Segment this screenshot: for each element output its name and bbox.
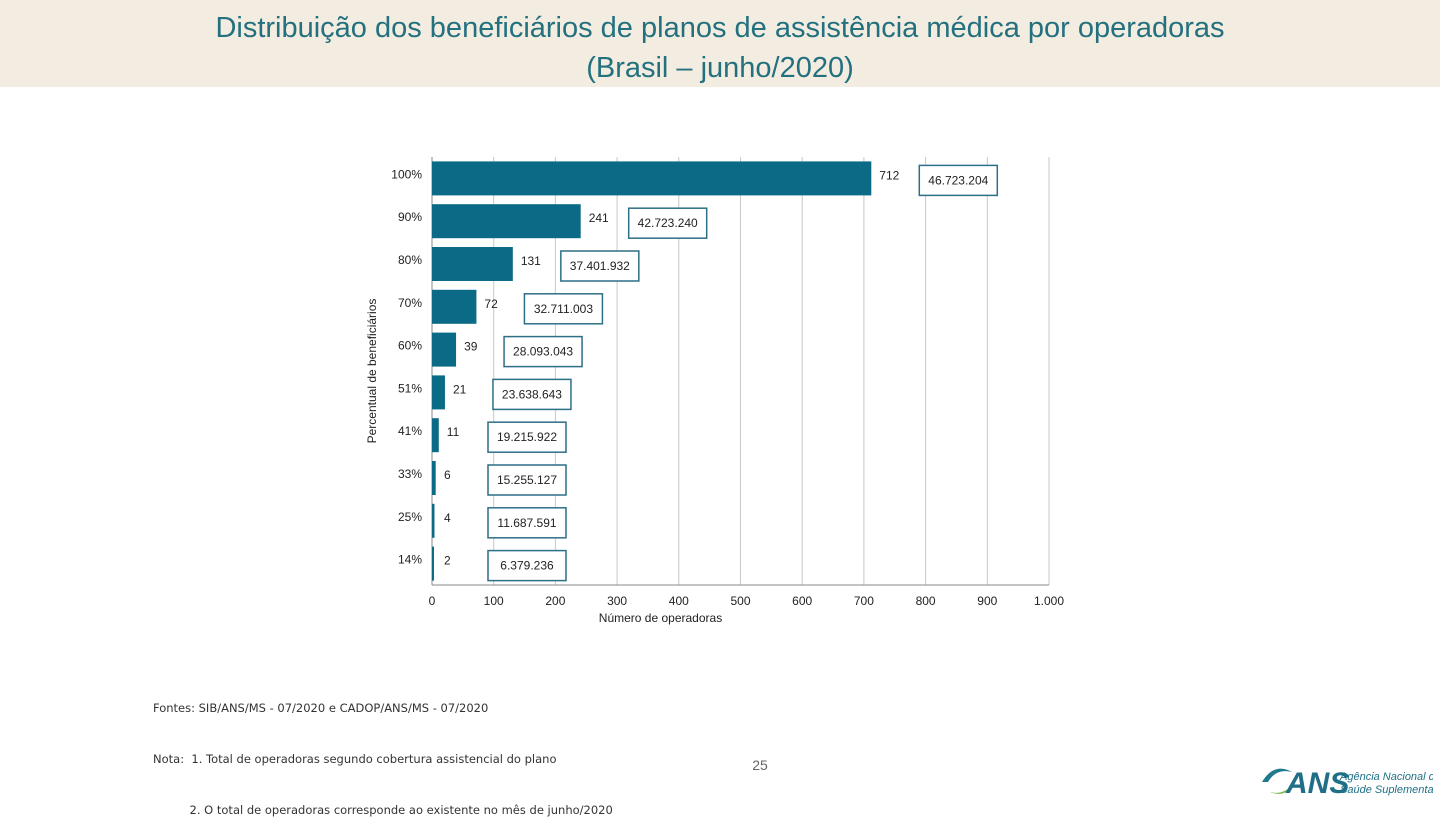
x-tick-label: 300 <box>607 594 627 608</box>
beneficiaries-label: 28.093.043 <box>513 345 573 359</box>
beneficiaries-label: 32.711.003 <box>534 302 593 316</box>
bar <box>432 418 439 453</box>
x-tick-label: 600 <box>792 594 812 608</box>
beneficiaries-label: 37.401.932 <box>570 259 630 273</box>
y-tick-label: 90% <box>398 210 422 224</box>
logo-line2: Saúde Suplementar <box>1340 784 1433 796</box>
bar-value-label: 712 <box>879 168 899 182</box>
beneficiaries-box <box>487 464 567 496</box>
y-axis-title: Percentual de beneficiários <box>365 299 379 444</box>
beneficiaries-box <box>560 250 640 282</box>
source-note: Fontes: SIB/ANS/MS - 07/2020 e CADOP/ANS… <box>153 701 489 715</box>
beneficiaries-box <box>918 164 999 197</box>
bar-value-label: 2 <box>444 554 451 568</box>
y-tick-label: 33% <box>398 467 422 481</box>
bar <box>432 461 436 495</box>
beneficiaries-box <box>523 293 604 325</box>
x-tick-label: 900 <box>977 594 997 608</box>
x-axis-title: Número de operadoras <box>599 611 722 625</box>
x-tick-label: 1.000 <box>1034 594 1064 608</box>
beneficiaries-box <box>487 549 567 582</box>
beneficiaries-label: 42.723.240 <box>638 216 698 230</box>
y-tick-label: 41% <box>398 424 422 438</box>
page-subtitle: (Brasil – junho/2020) <box>586 52 854 84</box>
bar-value-label: 6 <box>444 468 451 482</box>
beneficiaries-label: 46.723.204 <box>928 173 988 187</box>
x-tick-label: 500 <box>730 594 750 608</box>
note-1: Nota: 1. Total de operadoras segundo cob… <box>153 752 557 766</box>
bar-value-label: 131 <box>521 254 541 268</box>
beneficiaries-label: 23.638.643 <box>502 387 562 401</box>
y-tick-label: 25% <box>398 510 422 524</box>
x-tick-label: 800 <box>916 594 936 608</box>
x-tick-label: 100 <box>484 594 504 608</box>
note-2: 2. O total de operadoras corresponde ao … <box>153 803 613 817</box>
bar-value-label: 4 <box>444 511 451 525</box>
page-number: 25 <box>752 757 768 773</box>
bar-chart: 0 100 200 300 400 500 600 700 800 900 1.000 Número … <box>365 157 1064 625</box>
bar <box>432 289 477 324</box>
bar <box>432 503 435 538</box>
x-tick-label: 700 <box>854 594 874 608</box>
y-tick-label: 100% <box>391 167 422 181</box>
beneficiaries-box <box>487 507 567 539</box>
x-tick-label: 200 <box>545 594 565 608</box>
logo-swoosh-green-icon <box>1266 784 1294 794</box>
bar-value-label: 39 <box>464 340 478 354</box>
bar <box>432 204 581 239</box>
bar-value-label: 241 <box>589 211 609 225</box>
ans-logo: ANS Agência Nacional de Saúde Suplementa… <box>1262 767 1433 800</box>
notes: Fontes: SIB/ANS/MS - 07/2020 e CADOP/ANS… <box>153 666 613 836</box>
bar-value-label: 11 <box>447 425 460 439</box>
bar <box>432 375 445 410</box>
logo-line1: Agência Nacional de <box>1339 771 1433 783</box>
y-tick-label: 14% <box>398 553 422 567</box>
bar <box>432 161 872 196</box>
y-tick-label: 51% <box>398 381 422 395</box>
beneficiaries-label: 11.687.591 <box>497 516 556 530</box>
bar <box>432 546 434 581</box>
bar <box>432 332 457 367</box>
x-tick-label: 0 <box>429 594 436 608</box>
y-tick-label: 60% <box>398 339 422 353</box>
beneficiaries-box <box>492 378 572 411</box>
logo-brand: ANS <box>1285 767 1349 800</box>
bar <box>432 247 513 281</box>
beneficiaries-label: 15.255.127 <box>497 473 557 487</box>
page-title: Distribuição dos beneficiários de planos… <box>215 12 1225 44</box>
title-band <box>0 0 1440 87</box>
beneficiaries-label: 6.379.236 <box>500 559 554 573</box>
beneficiaries-box <box>627 207 708 239</box>
y-tick-label: 80% <box>398 253 422 267</box>
bar-value-label: 21 <box>453 382 467 396</box>
beneficiaries-box <box>487 421 567 453</box>
y-tick-label: 70% <box>398 296 422 310</box>
beneficiaries-box <box>503 335 583 368</box>
logo-swoosh-icon <box>1262 768 1292 782</box>
beneficiaries-label: 19.215.922 <box>497 430 557 444</box>
x-tick-label: 400 <box>669 594 689 608</box>
bar-value-label: 72 <box>484 297 498 311</box>
